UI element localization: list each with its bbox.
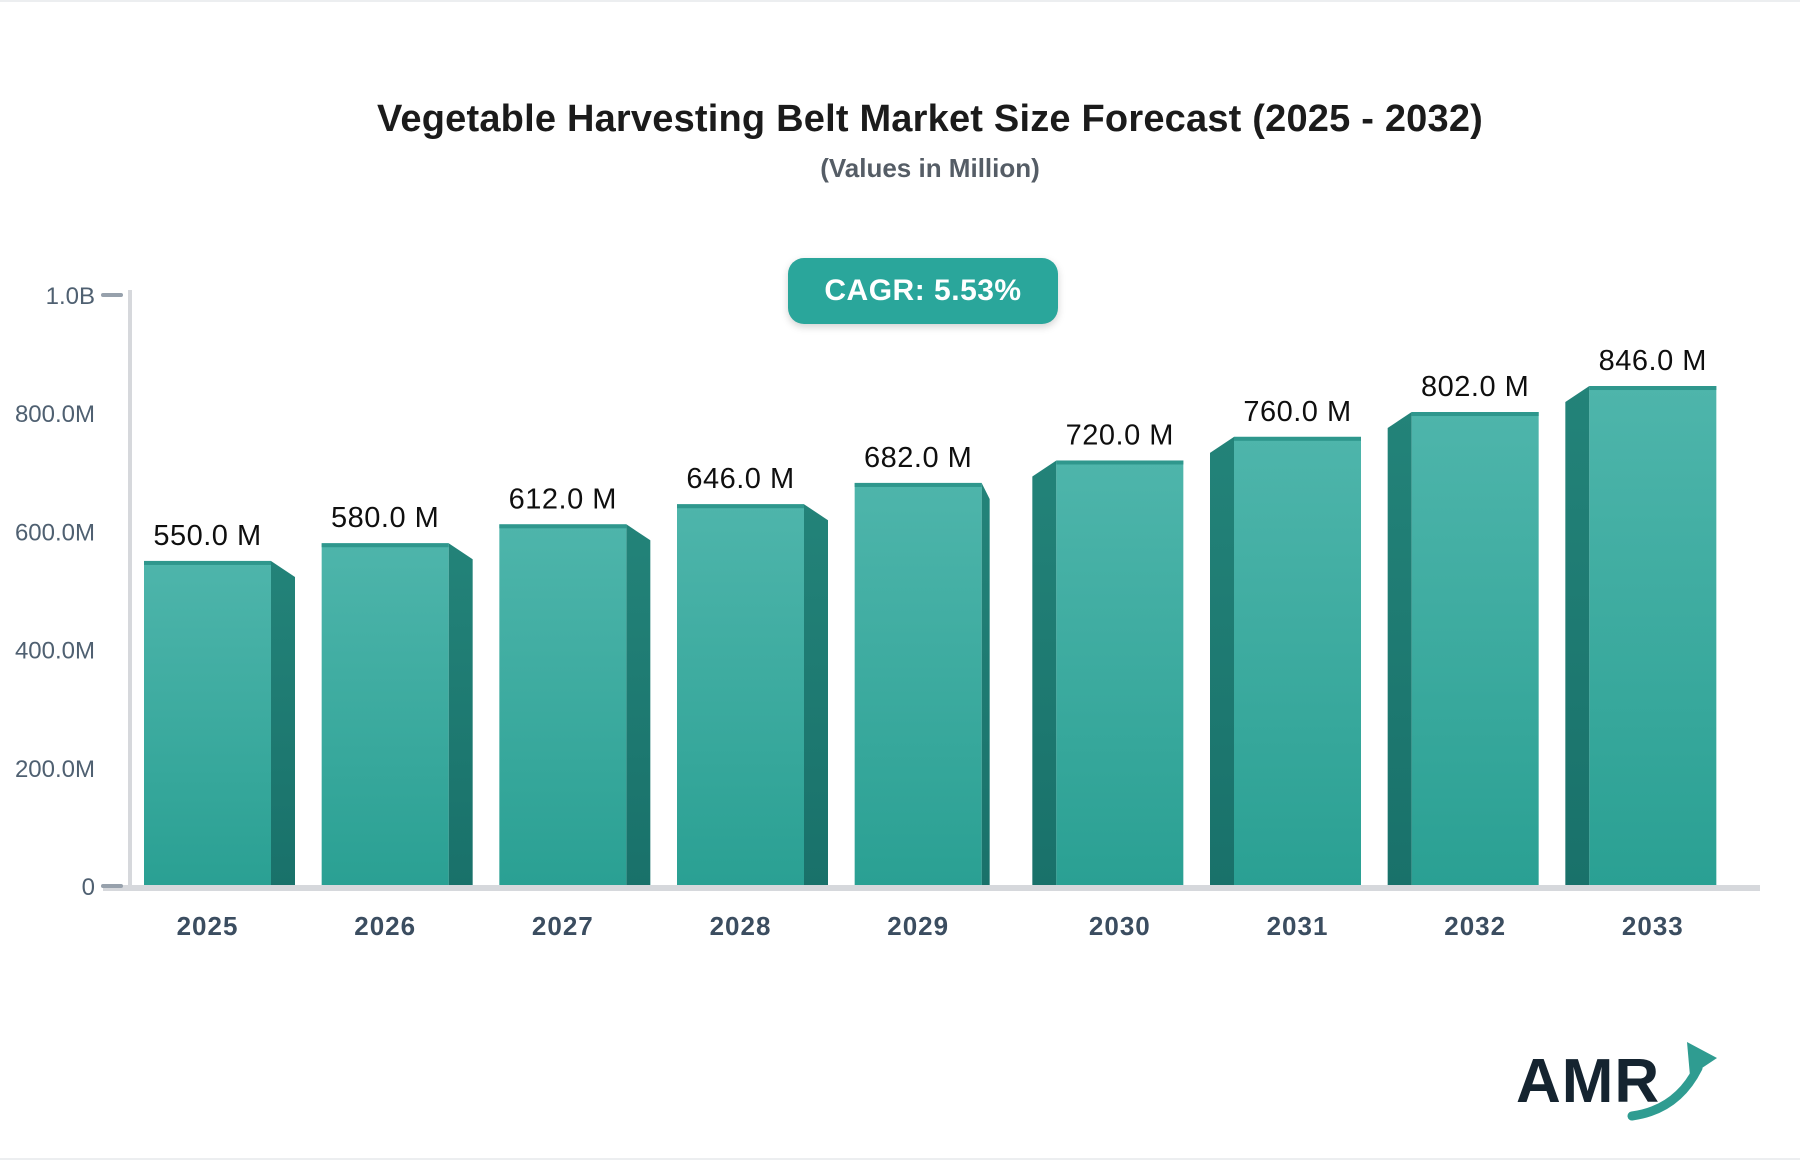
chart-header: Vegetable Harvesting Belt Market Size Fo… [60,2,1800,184]
bar-value-label: 846.0 M [1599,345,1707,377]
growth-arrow-icon [1627,1042,1717,1121]
y-tick-mark [101,884,123,888]
cagr-badge-label: CAGR: 5.53% [824,274,1022,307]
x-tick-label: 2027 [532,911,594,941]
bar-value-label: 612.0 M [509,483,617,515]
y-tick-label: 0 [82,874,95,901]
x-tick-label: 2028 [710,911,772,941]
x-tick-label: 2025 [177,911,239,941]
bar-value-label: 802.0 M [1421,371,1529,403]
amr-logo-text: AMR [1516,1047,1660,1116]
x-tick-label: 2026 [354,911,416,941]
chart-subtitle: (Values in Million) [820,153,1040,183]
y-axis-line [128,290,132,891]
bar-value-label: 646.0 M [686,463,794,495]
bar-2033[interactable]: 846.0 M 2033 [1565,345,1717,941]
y-tick-label: 600.0M [15,519,95,546]
bar-value-label: 720.0 M [1066,419,1174,451]
x-axis-line [103,885,1760,891]
y-tick-mark [101,293,123,297]
y-tick-label: 200.0M [15,756,95,783]
bar-2030[interactable]: 720.0 M 2030 [1032,419,1184,941]
chart-title: Vegetable Harvesting Belt Market Size Fo… [376,98,1484,140]
bar-2026[interactable]: 580.0 M 2026 [321,502,473,941]
bar-value-label: 550.0 M [153,520,261,552]
x-tick-label: 2033 [1622,911,1684,941]
bar-2032[interactable]: 802.0 M 2032 [1387,371,1539,941]
bar-2025[interactable]: 550.0 M 2025 [144,520,295,941]
amr-logo: AMR [1516,1042,1717,1121]
bar-value-label: 580.0 M [331,502,439,534]
bar-value-label: 760.0 M [1243,396,1351,428]
x-tick-label: 2029 [887,911,949,941]
cagr-badge: CAGR: 5.53% [788,258,1058,324]
x-tick-label: 2031 [1267,911,1329,941]
bar-2029[interactable]: 682.0 M 2029 [854,442,990,941]
bar-2031[interactable]: 760.0 M 2031 [1210,396,1361,941]
x-tick-label: 2032 [1444,911,1506,941]
bar-2028[interactable]: 646.0 M 2028 [677,463,828,941]
bar-value-label: 682.0 M [864,442,972,474]
y-tick-label: 400.0M [15,638,95,665]
y-tick-label: 800.0M [15,401,95,428]
x-tick-label: 2030 [1089,911,1151,941]
y-tick-label: 1.0B [46,283,95,310]
bar-2027[interactable]: 612.0 M 2027 [499,483,651,941]
